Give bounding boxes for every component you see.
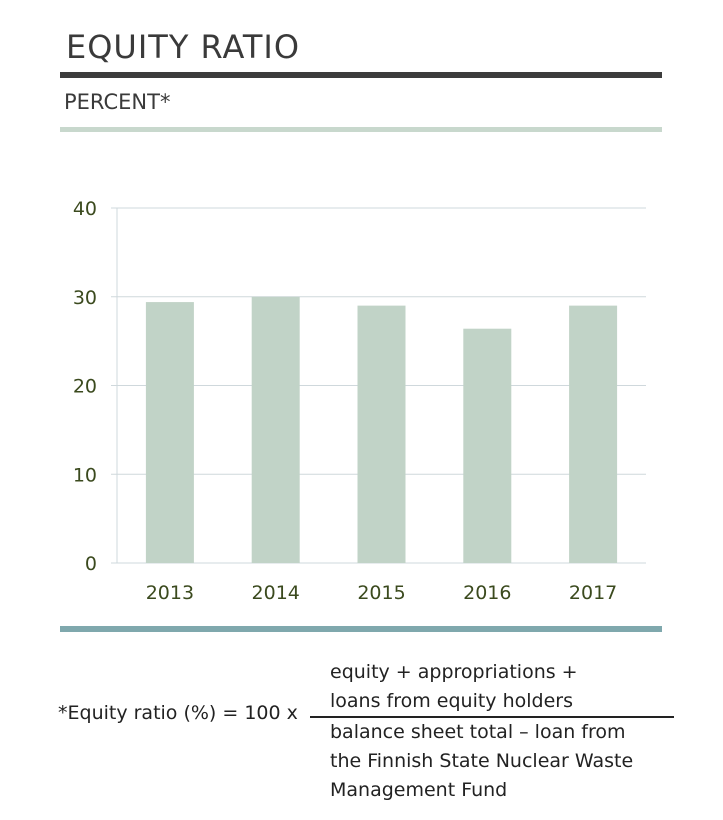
- numerator-line: loans from equity holders: [330, 690, 573, 712]
- numerator-line: equity + appropriations +: [330, 661, 578, 683]
- x-tick-label: 2016: [463, 582, 511, 604]
- bar: [569, 305, 618, 563]
- chart-title: EQUITY RATIO: [66, 28, 301, 66]
- formula-denominator: balance sheet total – loan from the Finn…: [330, 718, 633, 805]
- fraction-bar: [310, 716, 674, 718]
- formula-label: *Equity ratio (%) = 100 x: [58, 702, 298, 724]
- bar: [357, 305, 406, 563]
- y-tick-label: 30: [73, 287, 97, 309]
- y-tick-label: 10: [73, 464, 97, 486]
- bar: [251, 296, 300, 563]
- denominator-line: Management Fund: [330, 779, 508, 801]
- y-tick-label: 0: [85, 553, 97, 575]
- bottom-divider: [60, 626, 662, 632]
- denominator-line: the Finnish State Nuclear Waste: [330, 750, 634, 772]
- bar: [145, 302, 194, 563]
- y-tick-label: 20: [73, 376, 97, 398]
- x-tick-label: 2014: [252, 582, 300, 604]
- x-tick-label: 2015: [357, 582, 405, 604]
- y-tick-label: 40: [73, 198, 97, 220]
- chart-subtitle: PERCENT*: [64, 90, 171, 114]
- denominator-line: balance sheet total – loan from: [330, 721, 626, 743]
- x-tick-label: 2017: [569, 582, 617, 604]
- bar-chart: 0 10 20 30 40 2013 2014 2015 2016 2017: [73, 198, 646, 604]
- bar: [463, 328, 512, 563]
- title-divider: [60, 72, 662, 78]
- formula-numerator: equity + appropriations + loans from equ…: [330, 658, 578, 716]
- x-tick-label: 2013: [146, 582, 194, 604]
- subtitle-divider: [60, 127, 662, 132]
